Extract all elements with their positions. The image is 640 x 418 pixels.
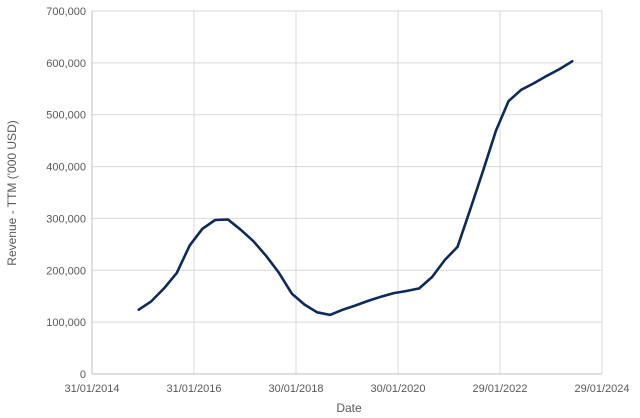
x-tick-label: 31/01/2014 bbox=[64, 383, 119, 395]
y-tick-label: 0 bbox=[80, 369, 86, 381]
y-tick-label: 300,000 bbox=[46, 213, 86, 225]
y-axis-title: Revenue - TTM ('000 USD) bbox=[5, 120, 19, 265]
y-tick-label: 500,000 bbox=[46, 110, 86, 122]
x-tick-label: 30/01/2018 bbox=[268, 383, 323, 395]
x-tick-label: 31/01/2016 bbox=[166, 383, 221, 395]
x-tick-label: 29/01/2022 bbox=[472, 383, 527, 395]
x-axis-title: Date bbox=[336, 401, 362, 415]
gridlines bbox=[92, 10, 603, 374]
series-layer bbox=[137, 59, 574, 317]
x-tick-label: 30/01/2020 bbox=[370, 383, 425, 395]
y-tick-label: 700,000 bbox=[46, 6, 86, 18]
y-tick-label: 100,000 bbox=[46, 317, 86, 329]
y-tick-label: 200,000 bbox=[46, 265, 86, 277]
y-tick-label: 600,000 bbox=[46, 58, 86, 70]
x-tick-label: 29/01/2024 bbox=[574, 383, 629, 395]
axes bbox=[91, 11, 602, 375]
revenue-series-line bbox=[137, 59, 574, 317]
y-tick-label: 400,000 bbox=[46, 162, 86, 174]
tick-labels: 0 100,000 200,000 300,000 400,000 500,000 600,… bbox=[46, 6, 629, 395]
